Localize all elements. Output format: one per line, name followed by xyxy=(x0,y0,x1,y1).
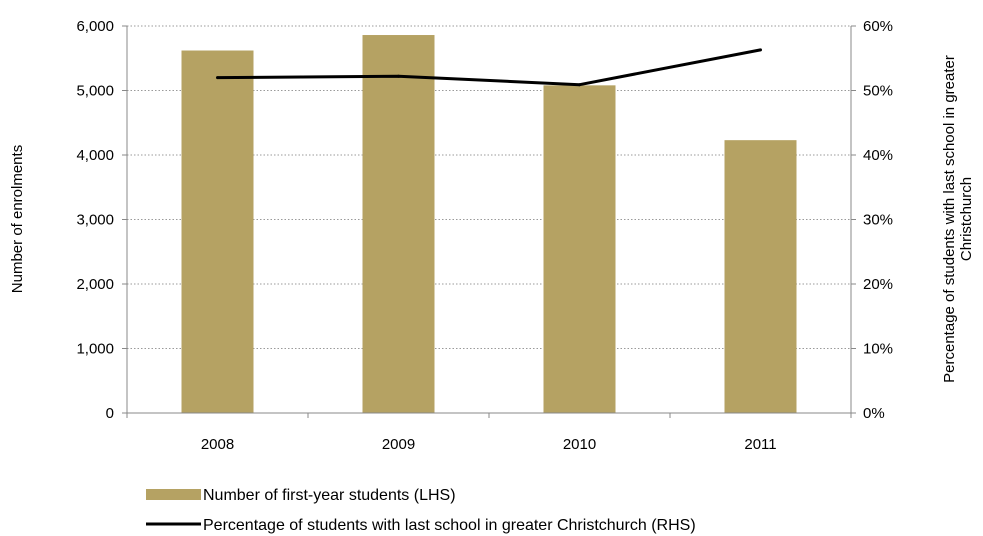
y2-axis-title-line-2: Christchurch xyxy=(958,177,975,261)
x-ticks: 2008 2009 2010 2011 xyxy=(126,413,852,453)
line-series xyxy=(216,48,762,87)
y-tick-label: 6,000 xyxy=(76,18,114,35)
y2-tick-label: 0% xyxy=(863,405,885,422)
y-tick-label: 5,000 xyxy=(76,83,114,100)
y-tick-label: 2,000 xyxy=(76,276,114,293)
line-point xyxy=(759,48,762,52)
line-point xyxy=(578,83,581,87)
y-tick-label: 3,000 xyxy=(76,212,114,229)
bar xyxy=(181,50,254,413)
y-tick-label: 1,000 xyxy=(76,341,114,358)
x-tick-label: 2010 xyxy=(563,436,596,453)
y2-tick-label: 60% xyxy=(863,18,893,35)
y2-axis-title-line-1: Percentage of students with last school … xyxy=(941,55,958,383)
bar xyxy=(543,85,616,413)
x-tick-label: 2009 xyxy=(382,436,415,453)
bar-series xyxy=(181,35,797,414)
y2-tick-label: 30% xyxy=(863,212,893,229)
y2-tick-label: 20% xyxy=(863,276,893,293)
line-point xyxy=(216,76,219,80)
bar xyxy=(724,140,797,414)
y-axis-title: Number of enrolments xyxy=(9,145,26,293)
bar xyxy=(362,35,435,413)
y2-tick-label: 10% xyxy=(863,341,893,358)
y2-tick-label: 50% xyxy=(863,83,893,100)
x-tick-label: 2008 xyxy=(201,436,234,453)
y2-tick-label: 40% xyxy=(863,147,893,164)
x-tick-label: 2011 xyxy=(744,436,776,453)
legend: Number of first-year students (LHS) Perc… xyxy=(146,487,696,534)
legend-line-label: Percentage of students with last school … xyxy=(203,517,696,534)
line-point xyxy=(397,74,400,78)
series-line xyxy=(217,48,761,87)
y-ticks-left: 0 1,000 2,000 3,000 4,000 5,000 6,000 xyxy=(76,18,127,422)
y-ticks-right: 0% 10% 20% 30% 40% 50% 60% xyxy=(851,18,893,422)
y-tick-label: 0 xyxy=(106,405,114,422)
legend-bar-label: Number of first-year students (LHS) xyxy=(203,487,456,504)
legend-bar-swatch xyxy=(146,489,201,500)
y-tick-label: 4,000 xyxy=(76,147,114,164)
